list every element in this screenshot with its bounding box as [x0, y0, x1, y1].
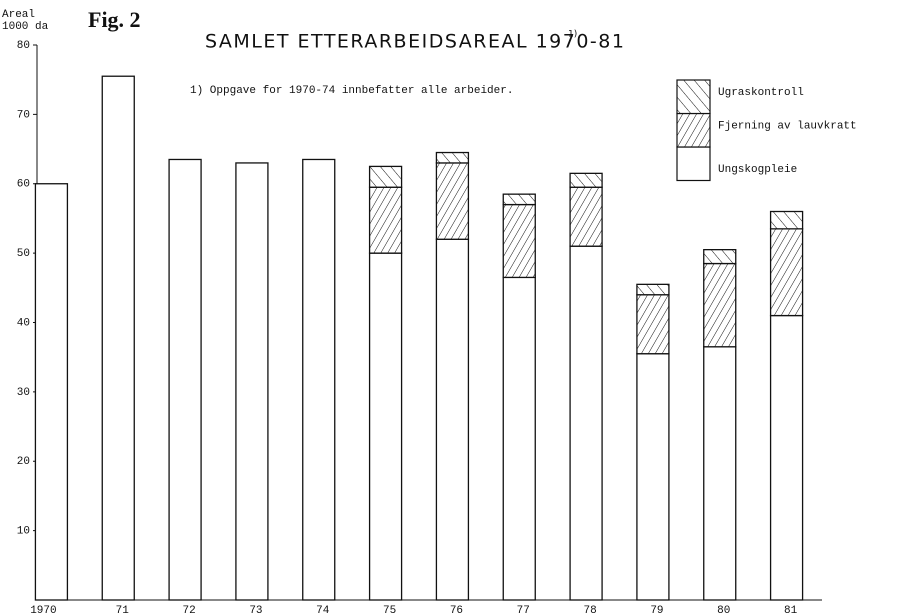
x-tick-label: 75: [383, 605, 396, 616]
bar-segment: [703, 346, 737, 601]
legend-label: Fjerning av lauvkratt: [718, 120, 857, 132]
bar-segment: [34, 183, 69, 601]
legend-label: Ugraskontroll: [718, 87, 804, 99]
bar-segment: [769, 228, 804, 317]
bar-segment: [435, 238, 470, 601]
x-tick-label: 76: [450, 605, 463, 616]
x-tick-label: 81: [784, 605, 798, 616]
bar-segment: [636, 353, 670, 601]
bar-segment: [569, 245, 603, 601]
legend-swatch: [676, 79, 711, 115]
y-tick-label: 30: [17, 387, 30, 399]
bar-segment: [703, 249, 737, 265]
bar-segment: [636, 283, 670, 296]
y-tick-label: 60: [17, 179, 30, 191]
x-tick-label: 71: [116, 605, 130, 616]
x-tick-label: 73: [249, 605, 262, 616]
y-tick-label: 80: [17, 40, 30, 52]
x-tick-label: 77: [517, 605, 530, 616]
chart-title: SAMLET ETTERARBEIDSAREAL 1970-81: [205, 31, 625, 53]
title-note-ref: 1): [568, 30, 577, 40]
bar-segment: [168, 158, 202, 601]
bar-segment: [502, 193, 536, 206]
bar-segment: [235, 162, 269, 601]
y-tick-label: 70: [17, 109, 30, 121]
legend-label: Ungskogpleie: [718, 164, 797, 176]
bar-segment: [368, 165, 403, 188]
bar-segment: [569, 186, 603, 247]
bar-segment: [769, 210, 804, 230]
x-tick-label: 74: [316, 605, 330, 616]
y-tick-label: 40: [17, 317, 30, 329]
bar-segment: [302, 158, 336, 601]
bar-segment: [368, 186, 403, 254]
bar-segment: [569, 172, 603, 188]
bar-segment: [502, 276, 536, 601]
bar-segment: [636, 294, 670, 355]
legend-swatch: [676, 146, 711, 182]
bar-segment: [435, 151, 470, 164]
y-tick-label: 10: [17, 526, 30, 538]
y-tick-label: 50: [17, 248, 30, 260]
bar-segment: [502, 203, 536, 279]
x-tick-label: 1970: [30, 605, 56, 616]
note: 1) Oppgave for 1970-74 innbefatter alle …: [190, 85, 513, 97]
bar-segment: [101, 75, 135, 601]
y-axis-label: Areal: [2, 9, 35, 21]
bar-segment: [769, 314, 804, 601]
x-tick-label: 78: [583, 605, 596, 616]
y-tick-label: 20: [17, 456, 30, 468]
x-tick-label: 80: [717, 605, 730, 616]
x-tick-label: 79: [650, 605, 663, 616]
y-axis-label: 1000 da: [2, 21, 49, 33]
x-tick-label: 72: [182, 605, 195, 616]
bar-segment: [368, 252, 403, 601]
bar-segment: [703, 262, 737, 348]
bar-segment: [435, 162, 470, 240]
legend-swatch: [676, 112, 711, 148]
figure-label: Fig. 2: [88, 7, 141, 32]
